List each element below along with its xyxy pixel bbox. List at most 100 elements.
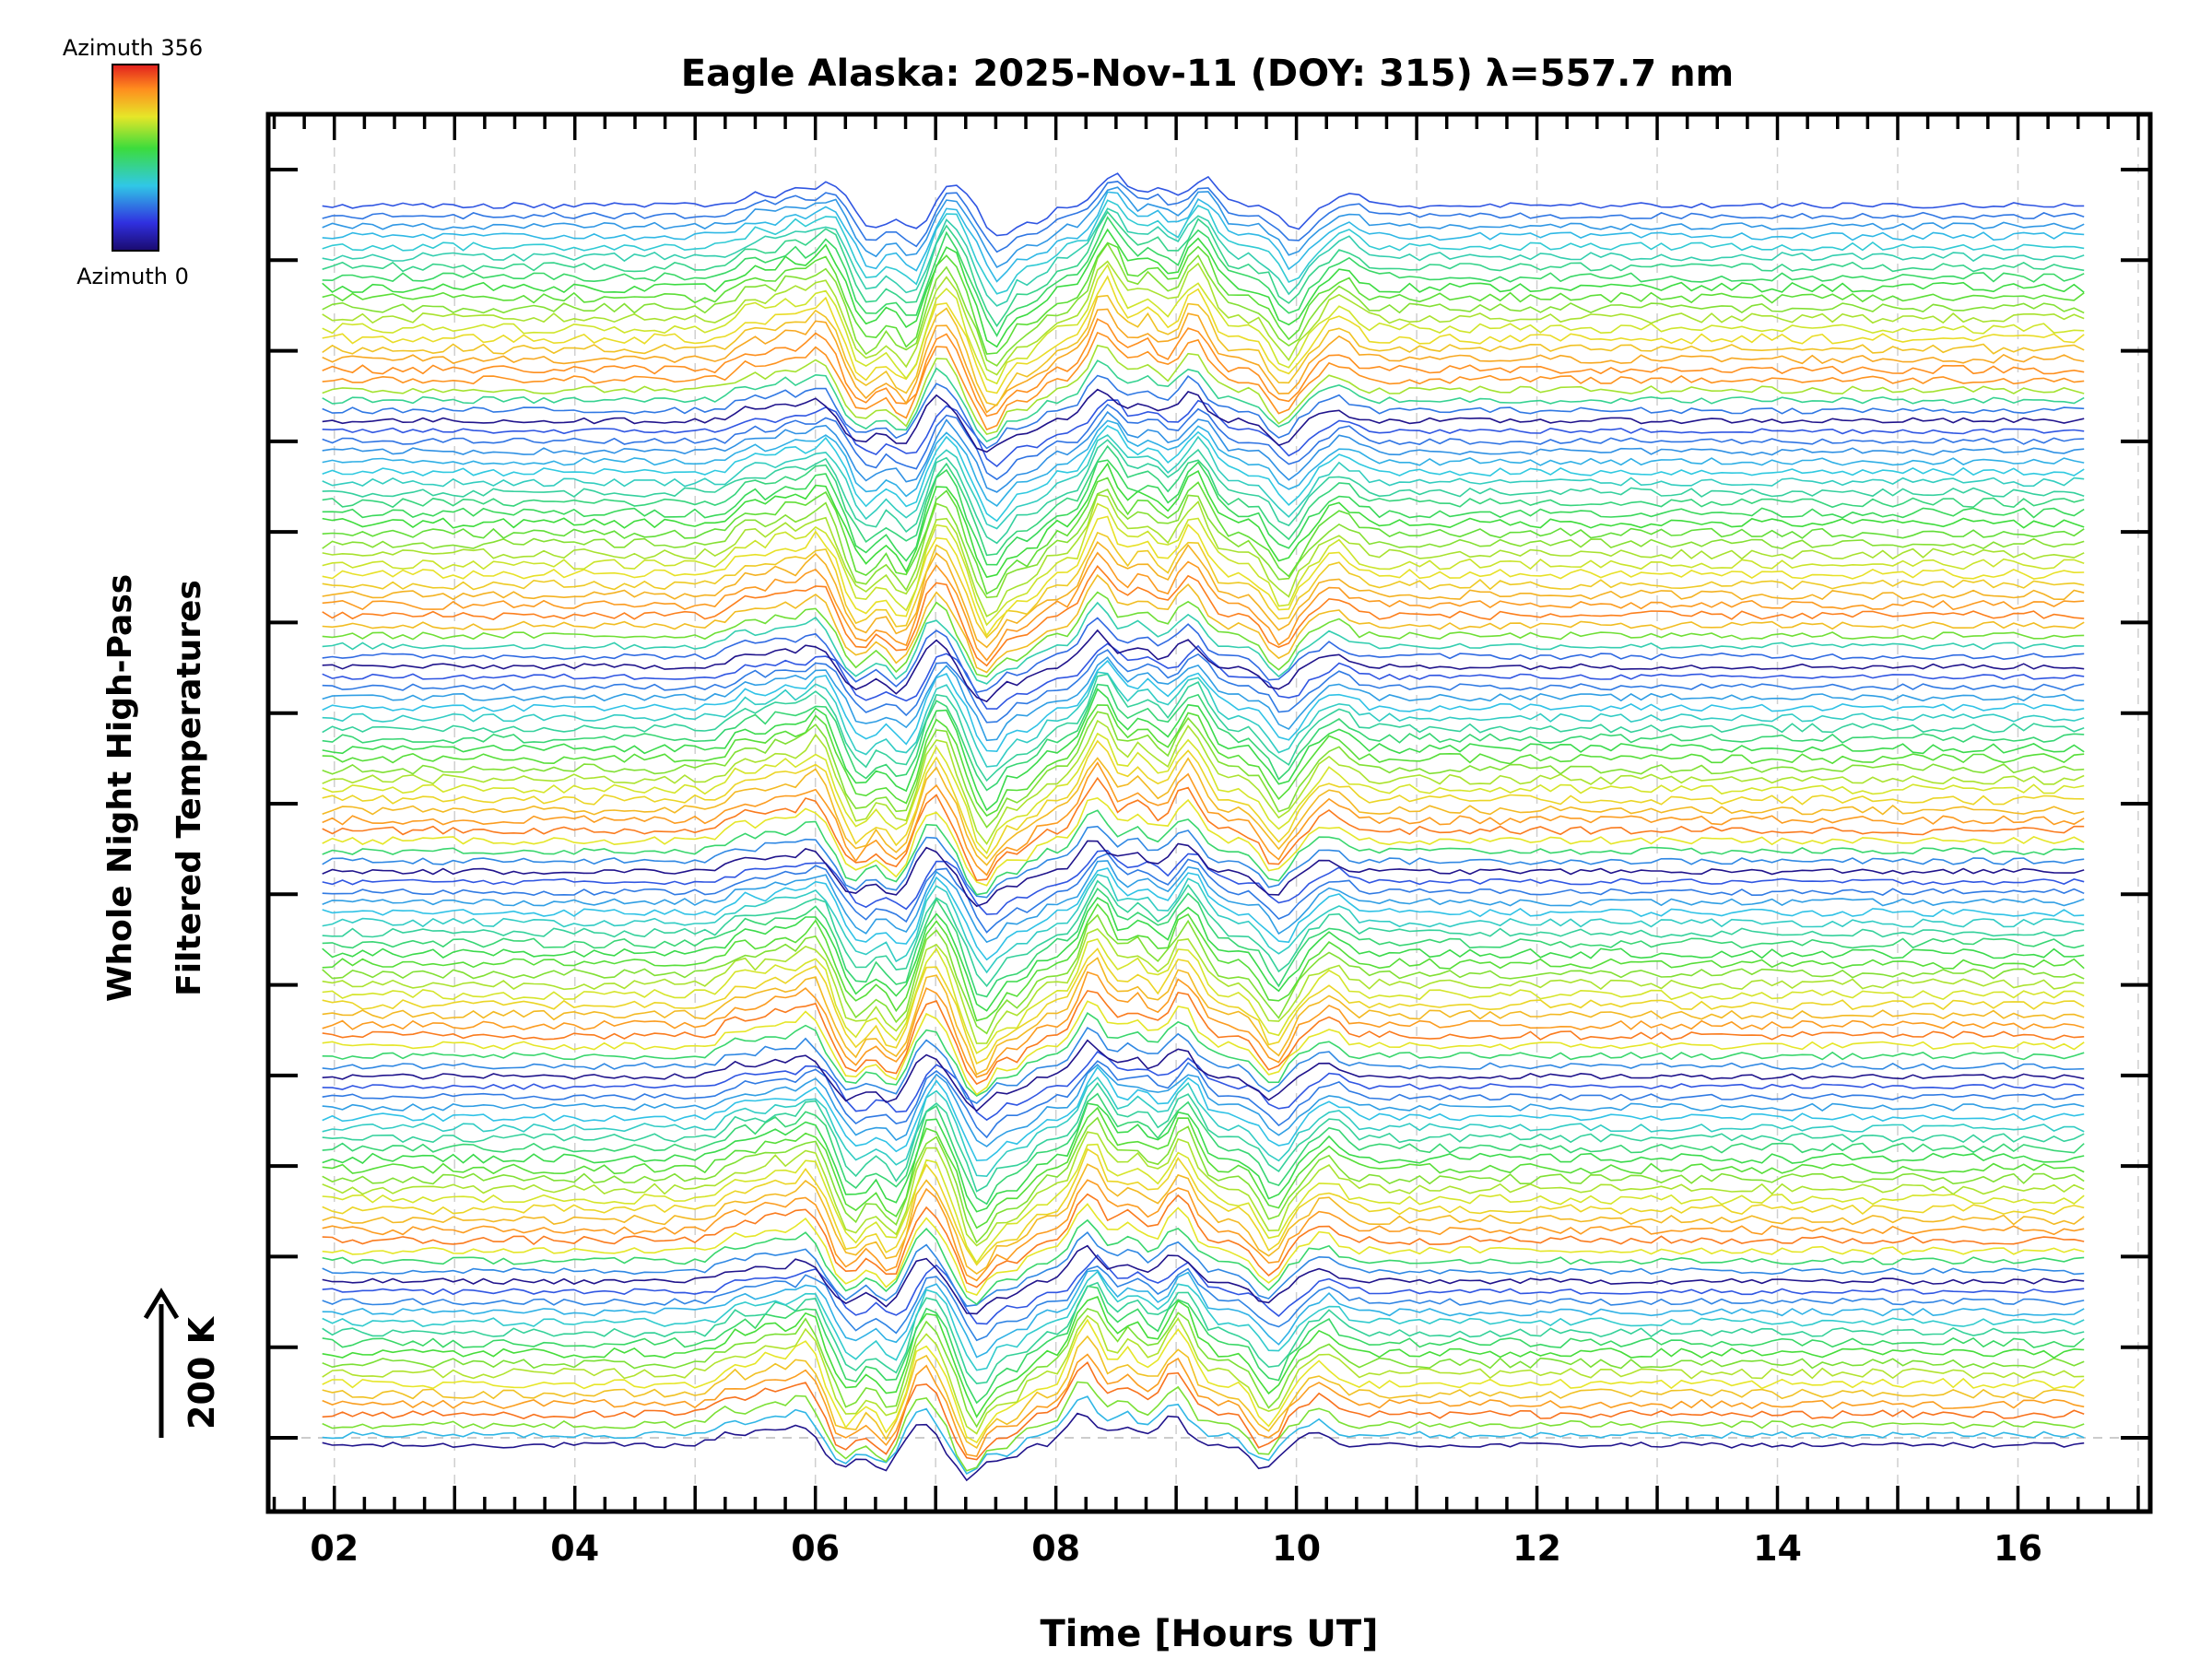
trace-line (322, 853, 2085, 934)
trace-line (322, 776, 2085, 882)
trace-line (322, 241, 2085, 355)
trace-line (322, 1063, 2085, 1147)
trace-line (322, 673, 2085, 782)
trace-line (322, 374, 2085, 450)
trace-line (322, 1077, 2085, 1178)
trace-line (322, 683, 2085, 792)
trace-line (322, 879, 2085, 988)
trace-line (322, 971, 2085, 1078)
trace-line (322, 887, 2085, 998)
trace-line (322, 957, 2085, 1076)
trace-line (322, 1218, 2085, 1306)
trace-line (322, 1253, 2085, 1325)
plot-border (265, 112, 2153, 1514)
x-axis-label: Time [Hours UT] (1041, 1613, 1379, 1655)
trace-line (322, 913, 2085, 1035)
trace-line (322, 761, 2085, 877)
trace-line (322, 1012, 2085, 1097)
trace-line (322, 591, 2085, 678)
trace-line (322, 732, 2085, 855)
trace-line (322, 1102, 2085, 1213)
trace-line (322, 947, 2085, 1065)
trace-line (322, 937, 2085, 1054)
y-axis-label-line-2: Filtered Temperatures (171, 580, 208, 996)
trace-line (322, 275, 2085, 394)
trace-line (322, 1395, 2085, 1476)
y-axis-label: Whole Night High-Pass Filtered Temperatu… (101, 574, 208, 1002)
trace-line (322, 1147, 2085, 1266)
scale-marker: 200 K (143, 1288, 222, 1438)
trace-line (322, 1295, 2085, 1418)
trace-line (322, 1060, 2085, 1139)
x-tick-label: 02 (310, 1528, 359, 1569)
trace-line (322, 873, 2085, 974)
trace-line (322, 860, 2085, 944)
trace-line (322, 410, 2085, 493)
chart-title: Eagle Alaska: 2025-Nov-11 (DOY: 315) λ=5… (681, 53, 1734, 95)
colorbar-top-label: Azimuth 356 (63, 35, 203, 61)
trace-line (322, 359, 2085, 442)
trace-line (322, 1193, 2085, 1288)
trace-line (322, 688, 2085, 812)
trace-line (322, 649, 2085, 724)
trace-line (322, 928, 2085, 1044)
trace-line (322, 1230, 2085, 1307)
trace-line (322, 199, 2085, 295)
trace-line (322, 308, 2085, 414)
trace-line (322, 1106, 2085, 1230)
trace-line (322, 493, 2085, 618)
trace-line (322, 1000, 2085, 1096)
trace-line (322, 344, 2085, 436)
trace-line (322, 809, 2085, 896)
trace-line (322, 1039, 2085, 1112)
y-axis-label-line-1: Whole Night High-Pass (101, 574, 139, 1002)
trace-line (322, 318, 2085, 418)
trace-line (322, 1361, 2085, 1461)
trace-line (322, 403, 2085, 481)
trace-line (322, 1065, 2085, 1162)
trace-line (322, 540, 2085, 649)
trace-line (322, 181, 2085, 253)
trace-line (322, 797, 2085, 887)
scale-arrow-head (143, 1288, 180, 1320)
trace-line (322, 902, 2085, 1022)
trace-line (322, 228, 2085, 348)
trace-line (322, 186, 2085, 268)
trace-line (322, 1131, 2085, 1247)
trace-line (322, 1281, 2085, 1384)
trace-line (322, 260, 2085, 376)
trace-line (322, 388, 2085, 453)
trace-line (322, 1307, 2085, 1429)
trace-line (322, 656, 2085, 742)
trace-line (322, 1143, 2085, 1265)
scale-label: 200 K (182, 1315, 222, 1430)
x-tick-label: 10 (1272, 1528, 1321, 1569)
trace-line (322, 1269, 2085, 1359)
trace-line (322, 719, 2085, 846)
x-tick-label: 16 (1994, 1528, 2042, 1569)
trace-line (322, 617, 2085, 693)
colorbar-bottom-label: Azimuth 0 (76, 264, 189, 289)
trace-line (322, 488, 2085, 599)
trace-line (322, 825, 2085, 899)
trace-line (322, 191, 2085, 283)
trace-line (322, 331, 2085, 431)
trace-line (322, 172, 2085, 237)
trace-line (322, 207, 2085, 307)
trace-line (322, 444, 2085, 557)
trace-line (322, 241, 2085, 367)
trace-line (322, 419, 2085, 507)
x-tick-label: 06 (791, 1528, 840, 1569)
trace-line (322, 425, 2085, 523)
trace-line (322, 1116, 2085, 1244)
traces (322, 172, 2085, 1482)
trace-line (322, 210, 2085, 328)
trace-line (322, 1265, 2085, 1342)
trace-line (322, 704, 2085, 818)
trace-line (322, 659, 2085, 753)
trace-line (322, 1163, 2085, 1275)
x-tick-labels: 02 04 06 08 10 12 14 16 (310, 1528, 2042, 1569)
trace-line (322, 629, 2085, 703)
trace-line (322, 459, 2085, 566)
